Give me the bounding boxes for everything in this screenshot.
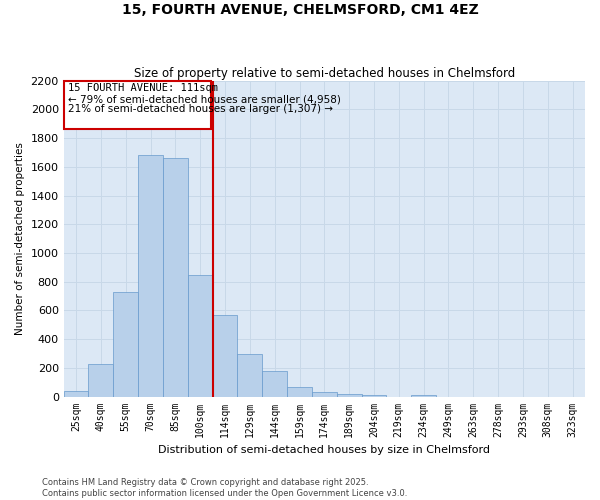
Bar [362,395,386,396]
Bar [337,394,362,396]
Bar [312,392,337,396]
Bar [287,387,312,396]
X-axis label: Distribution of semi-detached houses by size in Chelmsford: Distribution of semi-detached houses by … [158,445,490,455]
Title: Size of property relative to semi-detached houses in Chelmsford: Size of property relative to semi-detach… [134,66,515,80]
Bar [238,354,262,397]
FancyBboxPatch shape [64,80,211,129]
Bar [262,370,287,396]
Text: Contains HM Land Registry data © Crown copyright and database right 2025.
Contai: Contains HM Land Registry data © Crown c… [42,478,407,498]
Bar [113,292,138,397]
Bar [163,158,188,396]
Text: 21% of semi-detached houses are larger (1,307) →: 21% of semi-detached houses are larger (… [68,104,333,115]
Text: ← 79% of semi-detached houses are smaller (4,958): ← 79% of semi-detached houses are smalle… [68,94,341,104]
Bar [188,274,212,396]
Bar [64,391,88,396]
Bar [138,156,163,396]
Text: 15 FOURTH AVENUE: 111sqm: 15 FOURTH AVENUE: 111sqm [68,83,218,93]
Bar [411,395,436,396]
Text: 15, FOURTH AVENUE, CHELMSFORD, CM1 4EZ: 15, FOURTH AVENUE, CHELMSFORD, CM1 4EZ [122,2,478,16]
Bar [88,364,113,396]
Bar [212,316,238,396]
Y-axis label: Number of semi-detached properties: Number of semi-detached properties [15,142,25,335]
